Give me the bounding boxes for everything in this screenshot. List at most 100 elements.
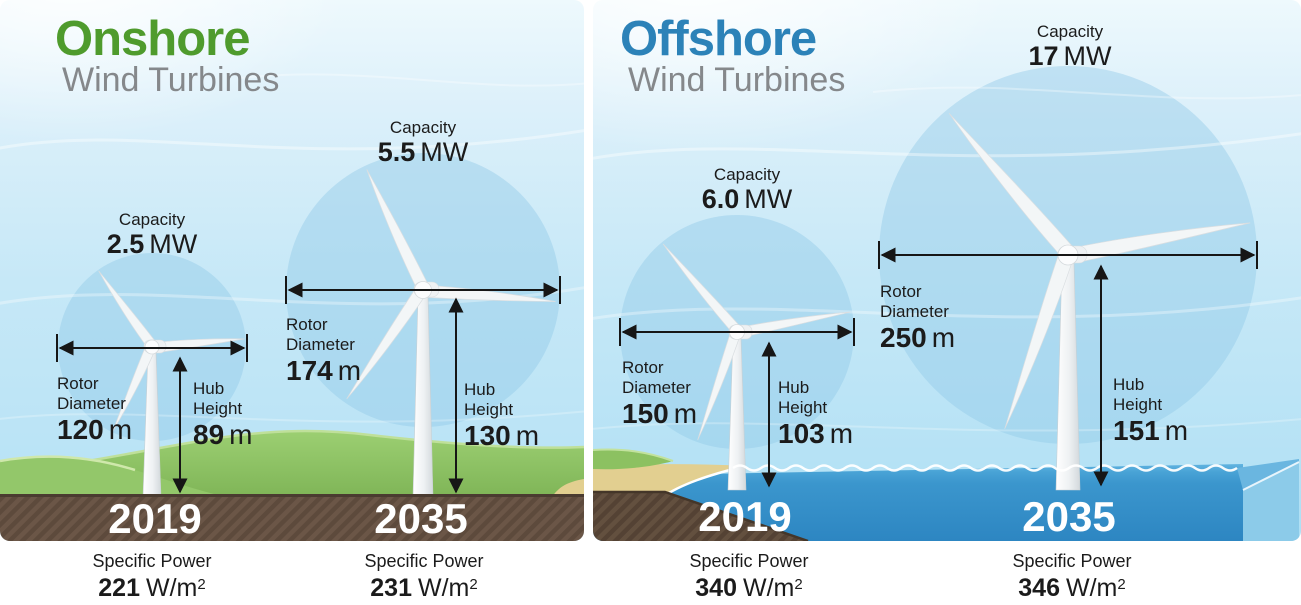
capacity-unit: MW [420,137,469,167]
rotor-value: 150 m [622,399,697,429]
specific-power-label: Specific Power [92,551,212,571]
capacity-number: 17 [1028,41,1059,71]
specific-power-block-onshore-2035: Specific Power 231 W/m2 [364,551,483,602]
water-surface-corner [1237,459,1299,490]
onshore-panel [0,0,584,541]
capacity-value: 17 MW [1028,42,1111,71]
beach-sand [593,464,745,498]
dimension-arrows [56,276,561,494]
onshore-scene-illustration [0,73,584,541]
specific-power-unit: W/m2 [146,574,206,602]
hub-value: 151 m [1113,416,1188,446]
rotor-label-line1: Rotor [880,282,922,301]
rotor-label-line2: Diameter [880,302,949,321]
onshore-title: Onshore [55,12,250,66]
rotor-value: 120 m [57,415,132,445]
offshore-title: Offshore [620,12,817,66]
hub-height-block-onshore-2019: Hub Height 89 m [193,379,252,450]
rotor-diameter-block-offshore-2019: Rotor Diameter 150 m [622,358,697,429]
onshore-subtitle: Wind Turbines [62,61,280,99]
capacity-block-onshore-2035: Capacity 5.5 MW [378,118,469,167]
rotor-number: 120 [57,414,104,445]
hub-label-line1: Hub [193,379,225,398]
capacity-label: Capacity [118,210,186,229]
hub-number: 151 [1113,415,1160,446]
hub-label-line2: Height [464,400,514,419]
specific-power-block-offshore-2035: Specific Power 346 W/m2 [1012,551,1131,602]
water-side-face [1243,462,1299,541]
specific-power-unit-base: W/m [418,574,470,602]
capacity-number: 2.5 [106,229,145,259]
hub-unit: m [229,419,253,450]
specific-power-label: Specific Power [1012,551,1132,571]
specific-power-block-onshore-2019: Specific Power 221 W/m2 [92,551,211,602]
capacity-block-offshore-2019: Capacity 6.0 MW [702,165,793,214]
specific-power-number: 346 [1018,574,1060,602]
capacity-block-offshore-2035: Capacity 17 MW [1028,22,1111,71]
hub-height-block-offshore-2035: Hub Height 151 m [1113,375,1188,446]
hub-unit: m [515,420,540,451]
hub-label-line1: Hub [778,378,810,397]
specific-power-unit: W/m2 [743,574,803,602]
specific-power-block-offshore-2019: Specific Power 340 W/m2 [689,551,808,602]
hub-label-line1: Hub [464,380,496,399]
rotor-diameter-block-onshore-2019: Rotor Diameter 120 m [57,374,132,445]
offshore-scene-illustration [593,66,1301,541]
year-label-onshore-2019: 2019 [108,495,202,542]
specific-power-number: 231 [370,574,412,602]
sand-sliver [552,479,584,497]
hub-value: 89 m [193,420,252,450]
capacity-unit: MW [1063,41,1112,71]
rotor-unit: m [673,398,698,429]
hub-value: 103 m [778,419,853,449]
rotor-unit: m [108,414,133,445]
grass-sliver [593,449,673,470]
capacity-value: 2.5 MW [107,230,198,259]
rotor-number: 250 [880,322,927,353]
hub-label-line2: Height [1113,395,1163,414]
hub-number: 130 [464,420,511,451]
rotor-label-line1: Rotor [57,374,99,393]
offshore-subtitle: Wind Turbines [628,61,846,99]
offshore-panel [593,0,1301,541]
hub-number: 103 [778,418,825,449]
rotor-label-line2: Diameter [57,394,126,413]
specific-power-label: Specific Power [689,551,809,571]
hub-label-line2: Height [778,398,828,417]
capacity-label: Capacity [389,118,457,137]
year-label-offshore-2035: 2035 [1022,493,1116,540]
capacity-value: 5.5 MW [378,138,469,167]
hub-unit: m [1164,415,1189,446]
capacity-block-onshore-2019: Capacity 2.5 MW [107,210,198,259]
wind-streaks [593,86,1301,432]
rotor-label-line2: Diameter [622,378,691,397]
hub-number: 89 [193,419,225,450]
rotor-label-line1: Rotor [286,315,328,334]
soil-wedge-edge [593,490,809,541]
rotor-number: 174 [286,355,333,386]
capacity-value: 6.0 MW [702,185,793,214]
hub-value: 130 m [464,421,539,451]
rotor-label-line1: Rotor [622,358,664,377]
specific-power-value: 346 W/m2 [1012,574,1131,602]
specific-power-unit-exponent: 2 [794,576,803,593]
specific-power-unit-exponent: 2 [197,576,206,593]
capacity-number: 6.0 [701,184,740,214]
soil-edge [0,494,584,497]
specific-power-unit-base: W/m [1066,574,1118,602]
specific-power-unit: W/m2 [418,574,478,602]
soil-wedge [593,492,808,541]
hub-label-line1: Hub [1113,375,1145,394]
rotor-value: 174 m [286,356,361,386]
capacity-unit: MW [149,229,198,259]
rotor-diameter-block-offshore-2035: Rotor Diameter 250 m [880,282,955,353]
hub-height-block-onshore-2035: Hub Height 130 m [464,380,539,451]
rotor-unit: m [337,355,362,386]
rotor-number: 150 [622,398,669,429]
soil-bar [0,497,584,541]
specific-power-label: Specific Power [364,551,484,571]
capacity-label: Capacity [713,165,781,184]
year-label-onshore-2035: 2035 [374,495,468,542]
water-edge-highlight [1242,461,1300,491]
hub-label-line2: Height [193,399,243,418]
